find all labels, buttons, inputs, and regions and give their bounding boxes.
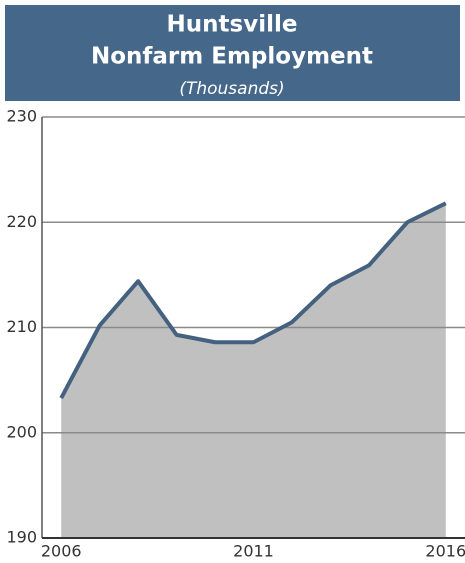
y-tick-label: 190 <box>6 528 37 547</box>
title-box <box>5 5 460 101</box>
x-tick-label: 2011 <box>233 542 274 561</box>
x-tick-label: 2006 <box>41 542 82 561</box>
area <box>61 203 446 538</box>
y-tick-label: 210 <box>6 317 37 336</box>
chart-title: Huntsville <box>167 12 298 38</box>
x-tick-label: 2016 <box>425 542 465 561</box>
chart-title: Nonfarm Employment <box>91 44 373 70</box>
y-tick-label: 230 <box>6 107 37 126</box>
y-tick-label: 200 <box>6 422 37 441</box>
line <box>59 201 447 399</box>
chart-subtitle: (Thousands) <box>179 79 284 99</box>
y-tick-label: 220 <box>6 212 37 231</box>
